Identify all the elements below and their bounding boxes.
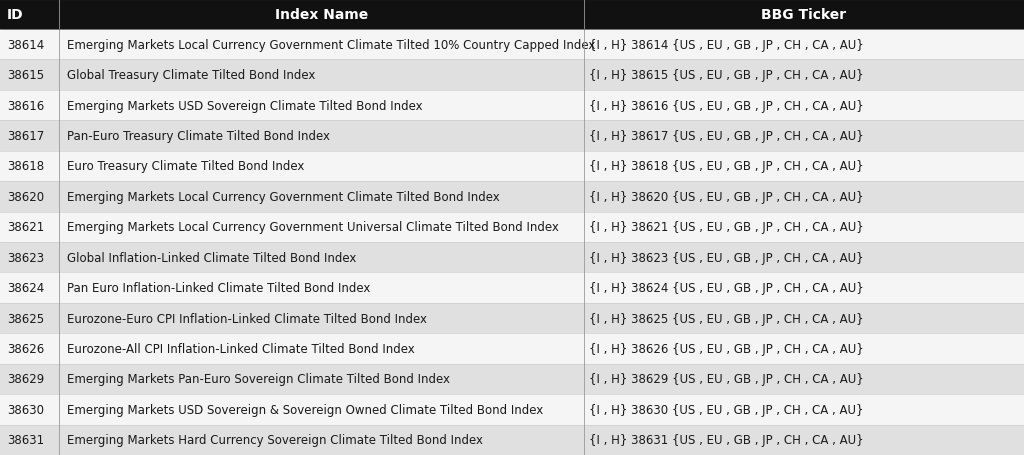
Text: 38620: 38620 [7,191,44,203]
Text: 38630: 38630 [7,403,44,416]
Text: Index Name: Index Name [274,8,369,22]
Text: Emerging Markets Local Currency Government Climate Tilted 10% Country Capped Ind: Emerging Markets Local Currency Governme… [67,39,595,51]
Text: Emerging Markets Local Currency Government Universal Climate Tilted Bond Index: Emerging Markets Local Currency Governme… [67,221,558,234]
Text: 38623: 38623 [7,251,44,264]
Text: {I , H} 38631 {US , EU , GB , JP , CH , CA , AU}: {I , H} 38631 {US , EU , GB , JP , CH , … [589,433,863,446]
Bar [0,91,1024,121]
Text: 38626: 38626 [7,342,44,355]
Text: {I , H} 38617 {US , EU , GB , JP , CH , CA , AU}: {I , H} 38617 {US , EU , GB , JP , CH , … [589,130,863,143]
Bar [0,273,1024,303]
Text: {I , H} 38630 {US , EU , GB , JP , CH , CA , AU}: {I , H} 38630 {US , EU , GB , JP , CH , … [589,403,863,416]
Bar [0,0,59,30]
Text: BBG Ticker: BBG Ticker [761,8,847,22]
Text: {I , H} 38615 {US , EU , GB , JP , CH , CA , AU}: {I , H} 38615 {US , EU , GB , JP , CH , … [589,69,863,82]
Text: {I , H} 38620 {US , EU , GB , JP , CH , CA , AU}: {I , H} 38620 {US , EU , GB , JP , CH , … [589,191,863,203]
Text: {I , H} 38626 {US , EU , GB , JP , CH , CA , AU}: {I , H} 38626 {US , EU , GB , JP , CH , … [589,342,863,355]
Bar [0,182,1024,212]
Text: 38618: 38618 [7,160,44,173]
Text: {I , H} 38625 {US , EU , GB , JP , CH , CA , AU}: {I , H} 38625 {US , EU , GB , JP , CH , … [589,312,863,325]
Text: 38625: 38625 [7,312,44,325]
Text: {I , H} 38614 {US , EU , GB , JP , CH , CA , AU}: {I , H} 38614 {US , EU , GB , JP , CH , … [589,39,863,51]
Bar [0,121,1024,152]
Bar [584,0,1024,30]
Text: 38615: 38615 [7,69,44,82]
Text: Euro Treasury Climate Tilted Bond Index: Euro Treasury Climate Tilted Bond Index [67,160,304,173]
Text: Emerging Markets Pan-Euro Sovereign Climate Tilted Bond Index: Emerging Markets Pan-Euro Sovereign Clim… [67,373,450,385]
Text: {I , H} 38624 {US , EU , GB , JP , CH , CA , AU}: {I , H} 38624 {US , EU , GB , JP , CH , … [589,282,863,294]
Bar [0,364,1024,394]
Text: Eurozone-All CPI Inflation-Linked Climate Tilted Bond Index: Eurozone-All CPI Inflation-Linked Climat… [67,342,415,355]
Text: 38624: 38624 [7,282,44,294]
Text: {I , H} 38629 {US , EU , GB , JP , CH , CA , AU}: {I , H} 38629 {US , EU , GB , JP , CH , … [589,373,863,385]
Text: 38616: 38616 [7,99,44,112]
Text: 38631: 38631 [7,433,44,446]
Text: Pan-Euro Treasury Climate Tilted Bond Index: Pan-Euro Treasury Climate Tilted Bond In… [67,130,330,143]
Text: {I , H} 38621 {US , EU , GB , JP , CH , CA , AU}: {I , H} 38621 {US , EU , GB , JP , CH , … [589,221,863,234]
Text: 38629: 38629 [7,373,44,385]
Text: Emerging Markets Hard Currency Sovereign Climate Tilted Bond Index: Emerging Markets Hard Currency Sovereign… [67,433,482,446]
Text: Emerging Markets USD Sovereign Climate Tilted Bond Index: Emerging Markets USD Sovereign Climate T… [67,99,422,112]
Bar [0,334,1024,364]
Text: 38621: 38621 [7,221,44,234]
Text: Global Treasury Climate Tilted Bond Index: Global Treasury Climate Tilted Bond Inde… [67,69,315,82]
Bar [0,425,1024,455]
Bar [0,243,1024,273]
Text: 38617: 38617 [7,130,44,143]
Bar [59,0,584,30]
Bar [0,61,1024,91]
Text: {I , H} 38618 {US , EU , GB , JP , CH , CA , AU}: {I , H} 38618 {US , EU , GB , JP , CH , … [589,160,863,173]
Text: 38614: 38614 [7,39,44,51]
Text: {I , H} 38616 {US , EU , GB , JP , CH , CA , AU}: {I , H} 38616 {US , EU , GB , JP , CH , … [589,99,863,112]
Bar [0,394,1024,425]
Bar [0,152,1024,182]
Text: Pan Euro Inflation-Linked Climate Tilted Bond Index: Pan Euro Inflation-Linked Climate Tilted… [67,282,370,294]
Text: {I , H} 38623 {US , EU , GB , JP , CH , CA , AU}: {I , H} 38623 {US , EU , GB , JP , CH , … [589,251,863,264]
Text: Emerging Markets Local Currency Government Climate Tilted Bond Index: Emerging Markets Local Currency Governme… [67,191,500,203]
Text: Global Inflation-Linked Climate Tilted Bond Index: Global Inflation-Linked Climate Tilted B… [67,251,356,264]
Bar [0,30,1024,61]
Text: ID: ID [7,8,24,22]
Text: Emerging Markets USD Sovereign & Sovereign Owned Climate Tilted Bond Index: Emerging Markets USD Sovereign & Soverei… [67,403,543,416]
Bar [0,212,1024,243]
Bar [0,303,1024,334]
Text: Eurozone-Euro CPI Inflation-Linked Climate Tilted Bond Index: Eurozone-Euro CPI Inflation-Linked Clima… [67,312,427,325]
